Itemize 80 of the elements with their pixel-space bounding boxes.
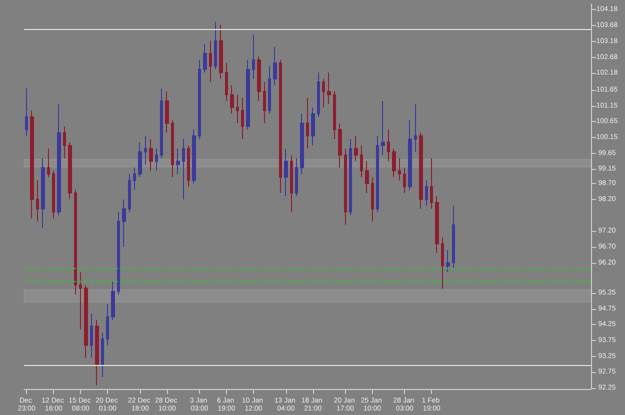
candlestick bbox=[84, 284, 88, 358]
candlestick bbox=[425, 180, 428, 206]
candlestick bbox=[111, 281, 115, 320]
candlestick bbox=[317, 72, 320, 118]
candlestick bbox=[295, 158, 298, 197]
candlestick bbox=[419, 132, 423, 210]
candlestick bbox=[376, 135, 379, 213]
candlestick bbox=[41, 158, 45, 228]
candlestick bbox=[300, 113, 304, 174]
candlestick bbox=[360, 144, 363, 178]
candlestick bbox=[144, 135, 147, 165]
candlestick bbox=[225, 62, 228, 102]
candlestick bbox=[257, 56, 261, 102]
candlestick bbox=[182, 138, 185, 200]
candlestick bbox=[414, 104, 417, 152]
candlestick bbox=[268, 66, 271, 114]
candlestick bbox=[209, 40, 212, 83]
candlestick bbox=[290, 154, 293, 213]
candlestick bbox=[155, 148, 158, 172]
candlestick bbox=[236, 94, 239, 124]
candlestick bbox=[344, 148, 347, 226]
candlestick bbox=[430, 158, 433, 210]
candlestick bbox=[398, 158, 401, 181]
candlestick bbox=[306, 97, 309, 150]
candlestick bbox=[36, 180, 39, 222]
candlestick bbox=[138, 142, 142, 178]
candlestick bbox=[338, 122, 342, 168]
candlestick bbox=[25, 88, 28, 136]
candlestick bbox=[333, 91, 336, 140]
candlestick bbox=[322, 78, 325, 108]
candlestick bbox=[203, 43, 207, 73]
candlestick bbox=[408, 120, 412, 190]
candlestick bbox=[371, 176, 374, 222]
candlestick bbox=[68, 142, 72, 200]
candlestick bbox=[176, 148, 180, 174]
candlestick bbox=[101, 332, 104, 378]
candlestick bbox=[381, 100, 385, 156]
candlestick bbox=[63, 126, 66, 159]
candlestick bbox=[95, 319, 99, 386]
candlestick bbox=[149, 138, 153, 172]
candlestick bbox=[263, 82, 266, 124]
candlestick bbox=[311, 106, 315, 146]
candlestick bbox=[279, 59, 282, 194]
candlestick bbox=[246, 59, 250, 130]
candlestick bbox=[122, 198, 126, 248]
candlestick bbox=[327, 72, 331, 105]
candlestick bbox=[403, 167, 406, 194]
candlestick bbox=[79, 272, 82, 330]
candlestick bbox=[57, 104, 61, 216]
candlestick bbox=[160, 88, 163, 159]
candlestick bbox=[387, 129, 390, 162]
candlestick bbox=[392, 148, 396, 178]
candlestick bbox=[30, 110, 34, 219]
candlestick bbox=[349, 138, 352, 216]
candlestick bbox=[47, 148, 50, 178]
candlestick bbox=[219, 24, 223, 80]
candlestick bbox=[192, 129, 196, 184]
candlestick bbox=[106, 304, 109, 346]
candlestick bbox=[90, 313, 93, 358]
candlestick bbox=[117, 212, 120, 295]
candlestick bbox=[273, 46, 277, 86]
candlestick bbox=[241, 97, 244, 140]
candlestick bbox=[365, 160, 369, 194]
candlestick bbox=[187, 144, 190, 188]
candlestick bbox=[435, 196, 439, 254]
candlestick bbox=[74, 189, 77, 295]
candlestick bbox=[354, 135, 358, 162]
candlestick bbox=[133, 167, 136, 190]
candlestick bbox=[441, 236, 444, 290]
candlestick bbox=[171, 120, 174, 178]
candlestick bbox=[446, 250, 450, 273]
candlestick bbox=[128, 173, 131, 213]
candlestick bbox=[52, 170, 55, 219]
candlestick bbox=[230, 84, 234, 114]
candlestick bbox=[284, 148, 288, 197]
candlestick bbox=[165, 91, 169, 134]
candlestick bbox=[198, 59, 201, 140]
candlestick bbox=[214, 21, 217, 70]
candlestick bbox=[452, 205, 455, 270]
candlestick bbox=[252, 34, 255, 80]
